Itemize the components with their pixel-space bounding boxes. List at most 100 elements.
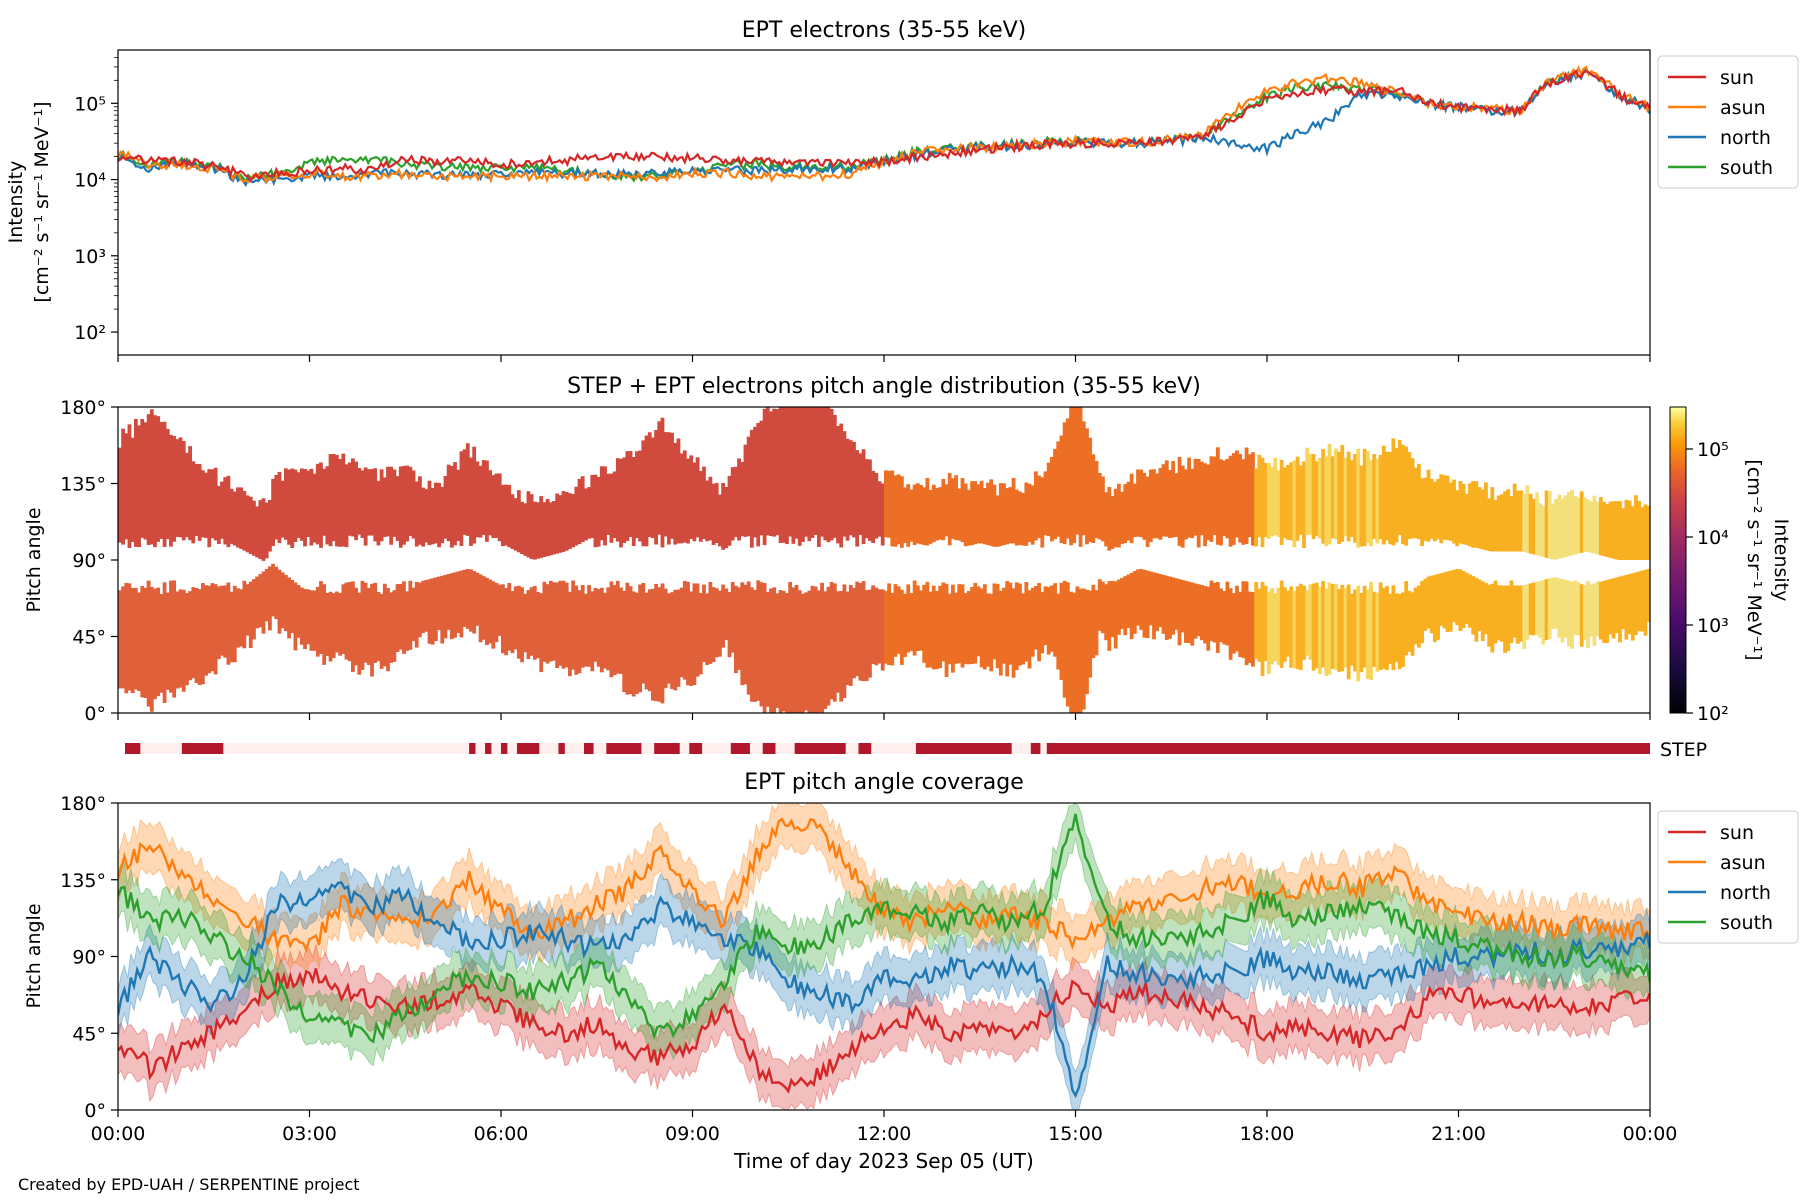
pad-cell	[998, 590, 1003, 676]
pad-cell	[536, 591, 540, 659]
pad-cell	[1069, 591, 1073, 713]
pad-cell	[478, 465, 483, 538]
pad-cell	[1222, 591, 1227, 645]
pad-cell	[309, 468, 314, 546]
colorbar-tick-label: 10⁵	[1697, 439, 1729, 461]
pad-cell	[577, 478, 582, 544]
pad-cell	[1231, 453, 1236, 545]
pad-cell	[315, 463, 320, 545]
pad-cell	[794, 407, 799, 539]
pad-cell	[188, 446, 193, 541]
pad-cell	[1088, 590, 1093, 678]
pad-cell	[1334, 583, 1338, 670]
pad-cell	[1477, 487, 1482, 549]
x-tick-label: 00:00	[1623, 1123, 1678, 1145]
pad-cell	[545, 499, 550, 557]
pad-cell	[376, 591, 381, 662]
pad-cell	[903, 487, 907, 543]
pad-cell	[299, 468, 304, 541]
pad-cell	[1069, 407, 1073, 546]
pad-cell	[491, 581, 496, 649]
pad-cell	[354, 461, 358, 541]
pad-cell	[1126, 481, 1131, 541]
colorbar-tick-label: 10⁴	[1697, 527, 1729, 549]
pad-cell	[1276, 587, 1281, 666]
pad-cell	[919, 484, 923, 545]
pad-cell	[312, 590, 317, 651]
pad-cell	[587, 585, 591, 667]
pad-cell	[532, 586, 537, 660]
pad-cell	[1560, 579, 1565, 643]
pad-cell	[1289, 462, 1294, 541]
pad-cell	[721, 584, 726, 648]
pad-cell	[1107, 581, 1112, 651]
pad-cell	[1244, 447, 1249, 545]
pad-cell	[880, 483, 885, 546]
pad-cell	[609, 581, 614, 678]
pad-cell	[271, 563, 275, 617]
pad-cell	[938, 487, 943, 540]
pad-cell	[252, 500, 256, 556]
pad-cell	[1008, 582, 1013, 665]
pad-cell	[443, 475, 448, 539]
pad-cell	[472, 571, 477, 634]
pad-cell	[839, 591, 844, 702]
pad-cell	[561, 491, 566, 552]
pad-cell	[1471, 576, 1476, 635]
pad-cell	[657, 421, 662, 535]
pad-cell	[440, 486, 445, 544]
pad-cell	[1551, 577, 1555, 629]
pad-cell	[583, 593, 588, 667]
pad-cell	[692, 583, 697, 685]
pad-cell	[979, 588, 984, 668]
pad-cell	[1324, 588, 1329, 676]
pad-cell	[548, 502, 553, 556]
pad-cell	[481, 460, 486, 535]
pad-cell	[1018, 583, 1022, 666]
pad-cell	[1308, 584, 1313, 660]
pad-cell	[1078, 588, 1083, 713]
pad-cell	[845, 438, 850, 541]
pad-cell	[1184, 469, 1188, 540]
legend-label-north: north	[1720, 127, 1771, 149]
pad-cell	[1452, 569, 1456, 623]
pad-cell	[749, 587, 754, 702]
pad-cell	[1027, 483, 1032, 543]
pad-cell	[204, 585, 208, 676]
pad-cell	[1480, 581, 1485, 642]
pad-cell	[156, 416, 161, 542]
pad-cell	[1091, 584, 1096, 659]
coverage-line-sun	[118, 968, 1650, 1094]
pad-cell	[325, 592, 330, 657]
pad-cell	[1279, 459, 1284, 545]
pad-cell	[1410, 458, 1415, 539]
pad-cell	[1011, 477, 1016, 544]
pad-cell	[421, 580, 425, 634]
pad-cell	[1369, 581, 1373, 681]
pad-cell	[1212, 456, 1217, 536]
pad-cell	[485, 577, 489, 646]
pad-cell	[733, 585, 738, 674]
pad-cell	[264, 568, 269, 622]
pad-cell	[200, 583, 205, 685]
pad-cell	[1049, 585, 1054, 652]
pad-cell	[1621, 508, 1626, 560]
pad-cell	[673, 589, 678, 691]
pad-cell	[424, 489, 429, 543]
pad-cell	[1168, 470, 1172, 539]
pad-cell	[1180, 465, 1185, 548]
pad-cell	[513, 498, 518, 551]
pad-cell	[421, 487, 425, 547]
pad-cell	[357, 467, 362, 535]
pad-cell	[1391, 585, 1396, 671]
pad-cell	[1101, 476, 1105, 542]
pad-cell	[804, 407, 808, 537]
pad-cell	[453, 572, 457, 638]
x-tick-label: 06:00	[474, 1123, 529, 1145]
pad-cell	[1056, 441, 1061, 537]
pad-cell	[1401, 444, 1405, 545]
panel1-yunit: [cm⁻² s⁻¹ sr⁻¹ MeV⁻¹]	[31, 101, 53, 302]
pad-cell	[1289, 586, 1294, 668]
pad-cell	[472, 446, 477, 544]
pad-cell	[1088, 437, 1093, 542]
